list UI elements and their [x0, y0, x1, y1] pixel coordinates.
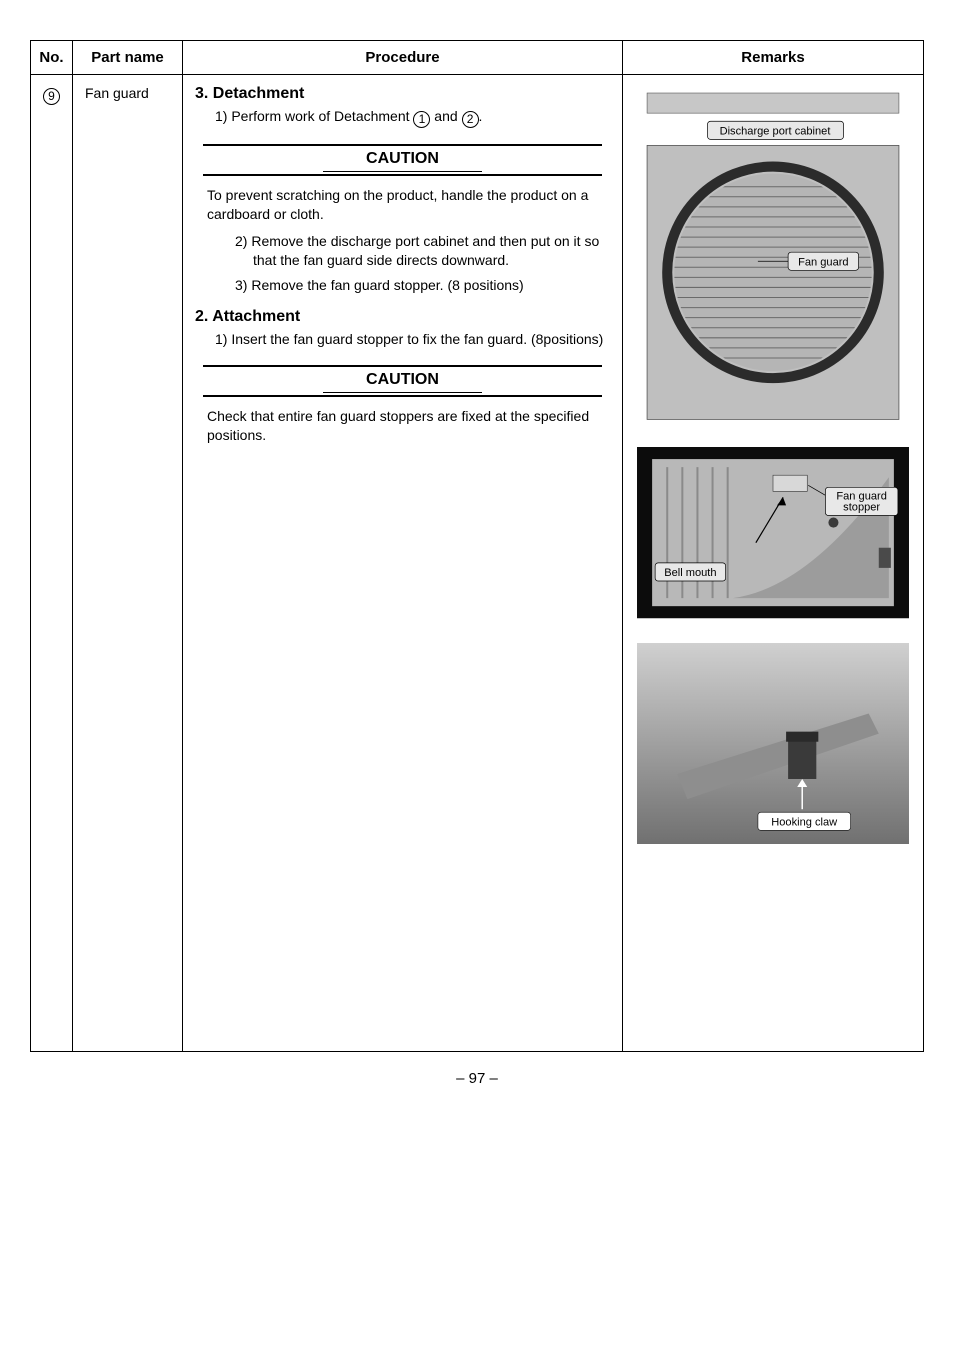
attachment-step1-text: 1) Insert the fan guard stopper to fix t…: [215, 330, 610, 349]
table-header-row: No. Part name Procedure Remarks: [31, 41, 924, 75]
detachment-step2: 2) Remove the discharge port cabinet and…: [195, 232, 610, 270]
procedure-attachment: 2. Attachment 1) Insert the fan guard st…: [195, 308, 610, 349]
detachment-step2-text: 2) Remove the discharge port cabinet and…: [235, 232, 610, 270]
bell-mouth-label: Bell mouth: [664, 567, 716, 579]
hooking-claw-svg: Hooking claw: [637, 643, 909, 844]
circled-1: 1: [413, 111, 430, 128]
cell-no: 9: [31, 75, 73, 1052]
remarks-content: Discharge port cabinet: [635, 85, 911, 874]
caution-box-2: CAUTION: [203, 365, 602, 397]
figure-bell-mouth: Fan guard stopper Bell mouth: [637, 447, 909, 618]
attachment-heading: 2. Attachment: [195, 308, 610, 326]
header-procedure: Procedure: [183, 41, 623, 75]
detachment-step3: 3) Remove the fan guard stopper. (8 posi…: [195, 276, 610, 295]
bell-mouth-svg: Fan guard stopper Bell mouth: [637, 447, 909, 618]
detachment-heading: 3. Detachment: [195, 85, 610, 103]
cell-partname: Fan guard: [73, 75, 183, 1052]
figure-fan-guard-unit: Discharge port cabinet: [637, 91, 909, 423]
table-row: 9 Fan guard 3. Detachment 1) Perform wor…: [31, 75, 924, 1052]
svg-text:stopper: stopper: [843, 502, 880, 514]
row-number-circled: 9: [43, 88, 60, 105]
caution-title-2: CAUTION: [366, 371, 439, 388]
cell-procedure: 3. Detachment 1) Perform work of Detachm…: [183, 75, 623, 1052]
procedure-detachment-cont: 2) Remove the discharge port cabinet and…: [195, 232, 610, 295]
caution-text-1: To prevent scratching on the product, ha…: [195, 180, 610, 232]
detach-step1-post: .: [479, 108, 483, 124]
main-table: No. Part name Procedure Remarks 9 Fan gu…: [30, 40, 924, 1052]
procedure-detachment: 3. Detachment 1) Perform work of Detachm…: [195, 85, 610, 128]
detachment-step1: 1) Perform work of Detachment 1 and 2.: [195, 107, 610, 128]
caution-text-2: Check that entire fan guard stoppers are…: [195, 401, 610, 1041]
detach-step1-pre: 1) Perform work of Detachment: [215, 108, 413, 124]
discharge-port-label: Discharge port cabinet: [720, 125, 831, 137]
figure-hooking-claw: Hooking claw: [637, 643, 909, 844]
caution-title-1: CAUTION: [366, 150, 439, 167]
page-number: – 97 –: [30, 1070, 924, 1087]
detachment-step3-text: 3) Remove the fan guard stopper. (8 posi…: [235, 276, 610, 295]
header-remarks: Remarks: [623, 41, 924, 75]
attachment-step1: 1) Insert the fan guard stopper to fix t…: [195, 330, 610, 349]
cell-remarks: Discharge port cabinet: [623, 75, 924, 1052]
fan-guard-label: Fan guard: [798, 256, 849, 268]
circled-2: 2: [462, 111, 479, 128]
hooking-claw-label: Hooking claw: [771, 816, 838, 828]
header-no: No.: [31, 41, 73, 75]
fan-guard-svg: Discharge port cabinet: [637, 91, 909, 423]
caution-box-1: CAUTION: [203, 144, 602, 176]
header-part: Part name: [73, 41, 183, 75]
detach-step1-mid: and: [430, 108, 461, 124]
